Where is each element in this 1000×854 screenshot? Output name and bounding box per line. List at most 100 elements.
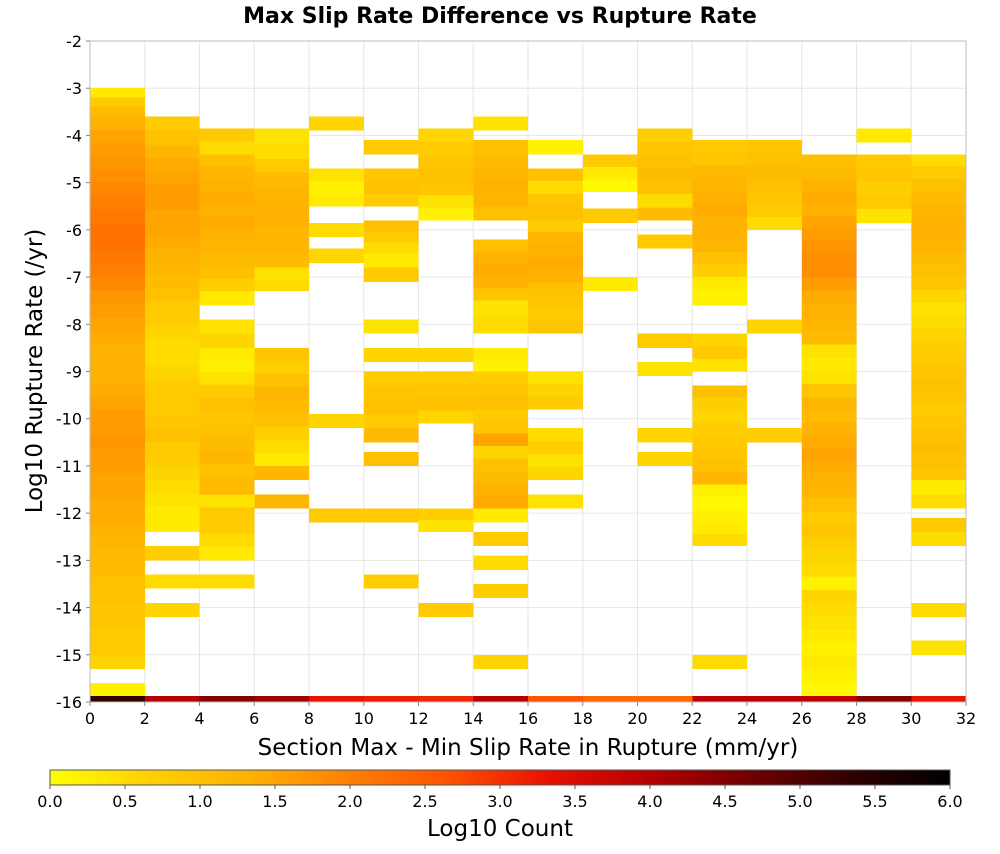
- heatmap-cell: [90, 196, 145, 210]
- heatmap-cell: [801, 290, 857, 305]
- heatmap-cell: [199, 411, 255, 425]
- heatmap-cell: [90, 447, 145, 461]
- heatmap-cell: [309, 181, 364, 194]
- y-tick-label: -12: [56, 504, 82, 523]
- x-tick-label: 2: [140, 709, 150, 728]
- heatmap-cell: [692, 654, 747, 669]
- heatmap-cell: [911, 264, 966, 278]
- heatmap-cell: [309, 168, 364, 182]
- heatmap-cell: [856, 195, 912, 210]
- heatmap-cell: [144, 183, 200, 197]
- heatmap-cell-bottom-row: [528, 695, 583, 702]
- heatmap-cell: [199, 574, 255, 589]
- heatmap-cell: [582, 166, 638, 180]
- heatmap-cell: [911, 277, 966, 290]
- heatmap-cell: [418, 207, 474, 221]
- heatmap-cell: [692, 447, 747, 460]
- heatmap-cell: [801, 203, 857, 216]
- heatmap-cell: [911, 403, 966, 417]
- heatmap-cell: [90, 290, 145, 305]
- heatmap-cell-bottom-row: [747, 695, 802, 702]
- heatmap-cell: [144, 116, 200, 131]
- heatmap-cell: [90, 485, 145, 499]
- heatmap-cell-bottom-row: [637, 695, 693, 702]
- heatmap-cell: [90, 435, 145, 448]
- heatmap-cell: [90, 223, 145, 237]
- heatmap-cell: [473, 408, 528, 422]
- heatmap-cell: [418, 347, 474, 363]
- heatmap-cell-bottom-row: [856, 695, 912, 702]
- heatmap-cell: [363, 267, 419, 282]
- heatmap-cell: [144, 467, 200, 481]
- heatmap-cell: [528, 441, 583, 455]
- heatmap-cell: [692, 189, 747, 203]
- heatmap-cell: [801, 384, 857, 397]
- heatmap-cell: [473, 483, 528, 496]
- heatmap-cell: [254, 374, 309, 388]
- heatmap-cell: [144, 130, 200, 145]
- heatmap-cell: [90, 344, 145, 359]
- heatmap-cell: [637, 167, 693, 181]
- heatmap-cell: [144, 196, 200, 210]
- heatmap-cell: [90, 129, 145, 143]
- heatmap-cell: [363, 253, 419, 268]
- heatmap-cell: [144, 519, 200, 533]
- heatmap-cell: [473, 532, 528, 547]
- heatmap-cell: [911, 215, 966, 228]
- heatmap-cell: [637, 180, 693, 195]
- heatmap-cell: [309, 222, 364, 237]
- heatmap-cell: [473, 116, 528, 131]
- heatmap-cell: [473, 193, 528, 208]
- colorbar-tick-label: 1.5: [262, 792, 287, 811]
- heatmap-cell: [801, 178, 857, 192]
- heatmap-cell: [528, 396, 583, 410]
- heatmap-cell: [90, 498, 145, 512]
- heatmap-cell: [363, 242, 419, 254]
- heatmap-cells: [90, 88, 966, 702]
- heatmap-cell: [801, 550, 857, 564]
- heatmap-cell: [144, 574, 200, 589]
- heatmap-cell: [363, 193, 419, 207]
- heatmap-cell: [144, 261, 200, 275]
- heatmap-cell: [473, 288, 528, 301]
- heatmap-cell: [801, 485, 857, 499]
- heatmap-cell: [637, 362, 693, 377]
- y-tick-label: -13: [56, 551, 82, 570]
- heatmap-cell: [418, 141, 474, 156]
- heatmap-cell: [473, 239, 528, 252]
- x-tick-label: 20: [627, 709, 647, 728]
- heatmap-cell: [528, 168, 583, 182]
- y-tick-label: -11: [56, 457, 82, 476]
- colorbar-tick-label: 0.5: [112, 792, 137, 811]
- heatmap-cell: [911, 429, 966, 443]
- heatmap-cell: [418, 602, 474, 618]
- heatmap-cell: [692, 239, 747, 253]
- heatmap-cell: [90, 88, 145, 98]
- heatmap-cell: [90, 602, 145, 617]
- heatmap-cell: [801, 344, 857, 359]
- heatmap-cell-bottom-row: [692, 695, 747, 702]
- heatmap-cell: [528, 270, 583, 283]
- heatmap-cell: [473, 347, 528, 360]
- heatmap-cell: [90, 422, 145, 436]
- heatmap-cell: [90, 182, 145, 197]
- heatmap-cell: [363, 385, 419, 400]
- heatmap-cell: [473, 495, 528, 509]
- heatmap-cell: [473, 433, 528, 447]
- heatmap-cell: [747, 178, 802, 192]
- y-tick-label: -15: [56, 646, 82, 665]
- y-tick-label: -6: [66, 221, 82, 240]
- heatmap-cell: [637, 128, 693, 142]
- heatmap-cell: [801, 511, 857, 525]
- heatmap-cell: [528, 494, 583, 509]
- heatmap-cell: [747, 140, 802, 153]
- heatmap-cell: [254, 494, 309, 509]
- heatmap-cell: [528, 295, 583, 309]
- heatmap-cell: [254, 452, 309, 466]
- x-tick-label: 4: [194, 709, 204, 728]
- heatmap-cell: [528, 232, 583, 245]
- heatmap-cell: [90, 473, 145, 486]
- heatmap-cell: [692, 385, 747, 399]
- heatmap-cell: [199, 477, 255, 491]
